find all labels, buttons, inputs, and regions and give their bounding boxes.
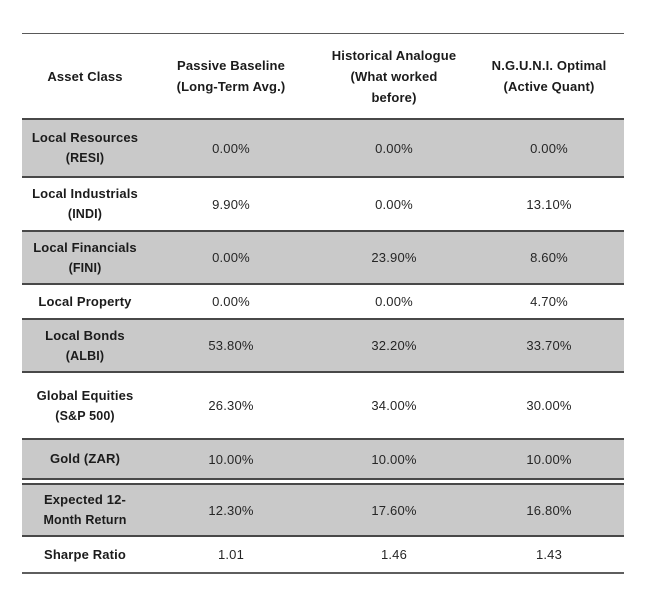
historical-analogue-value: 0.00% [375,140,413,156]
passive-baseline-value: 0.00% [212,250,250,265]
asset-class-cell: Local Resources (RESI) [22,120,148,176]
table-row-expected-return: Expected 12- Month Return 12.30% 17.60% … [22,485,624,537]
passive-baseline-value: 9.90% [212,196,250,212]
asset-class-cell: Local Financials (FINI) [22,232,148,283]
asset-class-cell: Global Equities (S&P 500) [22,373,148,438]
table-row-global-equities: Global Equities (S&P 500) 26.30% 34.00% … [22,373,624,440]
table-row-local-financials: Local Financials (FINI) 0.00% 23.90% 8.6… [22,232,624,285]
header-line: Asset Class [47,68,123,84]
historical-analogue-value: 17.60% [371,502,417,518]
passive-baseline-value: 1.01 [217,547,245,562]
header-line: before) [371,89,417,105]
table-row-gold: Gold (ZAR) 10.00% 10.00% 10.00% [22,440,624,480]
historical-analogue-value: 1.46 [380,547,408,562]
asset-class-cell: Gold (ZAR) [22,440,148,478]
asset-class-cell: Local Industrials (INDI) [22,178,148,230]
historical-analogue-value: 34.00% [371,398,417,413]
passive-baseline-value: 0.00% [212,140,250,156]
nguni-optimal-value: 13.10% [526,196,572,212]
historical-analogue-value: 10.00% [371,451,417,467]
table-row-local-property: Local Property 0.00% 0.00% 4.70% [22,285,624,320]
asset-class-cell: Local Property [22,285,148,318]
nguni-optimal-value: 33.70% [526,338,572,353]
nguni-optimal-value: 8.60% [530,250,568,265]
historical-analogue-value: 32.20% [371,338,417,353]
metric-label-cell: Sharpe Ratio [22,537,148,572]
passive-baseline-value: 0.00% [212,294,250,309]
asset-ticker: (FINI) [68,260,102,275]
nguni-optimal-value: 4.70% [530,294,568,309]
asset-class-cell: Local Bonds (ALBI) [22,320,148,371]
nguni-optimal-value: 30.00% [526,398,572,413]
asset-name: Local Resources [31,130,139,145]
section-separator [22,480,624,485]
header-line: N.G.U.N.I. Optimal [491,58,607,73]
table-row-sharpe-ratio: Sharpe Ratio 1.01 1.46 1.43 [22,537,624,572]
header-historical-analogue: Historical Analogue (What worked before) [314,34,474,118]
asset-name: Local Property [38,293,132,309]
portfolio-allocation-table: Asset Class Passive Baseline (Long-Term … [22,33,624,574]
passive-baseline-value: 26.30% [208,398,254,413]
header-passive-baseline: Passive Baseline (Long-Term Avg.) [148,34,314,118]
asset-name: Local Bonds [45,327,125,343]
nguni-optimal-value: 10.00% [526,451,572,467]
asset-name: Gold (ZAR) [49,451,121,466]
historical-analogue-value: 0.00% [375,196,413,212]
asset-ticker: (INDI) [67,207,103,221]
metric-label-cell: Expected 12- Month Return [22,485,148,535]
nguni-optimal-value: 16.80% [526,502,572,518]
metric-name: Expected 12- [43,492,126,507]
asset-name: Local Financials [33,239,137,255]
asset-ticker: (S&P 500) [55,408,115,423]
asset-ticker: (ALBI) [65,348,105,363]
asset-name: Global Equities [36,387,134,403]
table-header-row: Asset Class Passive Baseline (Long-Term … [22,34,624,120]
historical-analogue-value: 0.00% [375,294,413,309]
asset-ticker: (RESI) [65,151,105,165]
header-line: Historical Analogue [331,47,457,63]
header-line: Passive Baseline [177,58,285,73]
header-nguni-optimal: N.G.U.N.I. Optimal (Active Quant) [474,34,624,118]
historical-analogue-value: 23.90% [371,250,417,265]
nguni-optimal-value: 1.43 [535,547,563,562]
metric-name: Sharpe Ratio [44,546,126,562]
asset-name: Local Industrials [32,186,138,201]
table-row-local-industrials: Local Industrials (INDI) 9.90% 0.00% 13.… [22,178,624,232]
passive-baseline-value: 10.00% [208,451,254,467]
table-row-local-bonds: Local Bonds (ALBI) 53.80% 32.20% 33.70% [22,320,624,373]
table-row-local-resources: Local Resources (RESI) 0.00% 0.00% 0.00% [22,120,624,178]
nguni-optimal-value: 0.00% [530,140,568,156]
passive-baseline-value: 53.80% [208,338,254,353]
header-line: (Active Quant) [503,79,595,94]
metric-name-line2: Month Return [43,513,127,527]
passive-baseline-value: 12.30% [208,502,254,518]
header-asset-class: Asset Class [22,34,148,118]
header-line: (What worked [350,68,438,84]
header-line: (Long-Term Avg.) [176,79,286,94]
